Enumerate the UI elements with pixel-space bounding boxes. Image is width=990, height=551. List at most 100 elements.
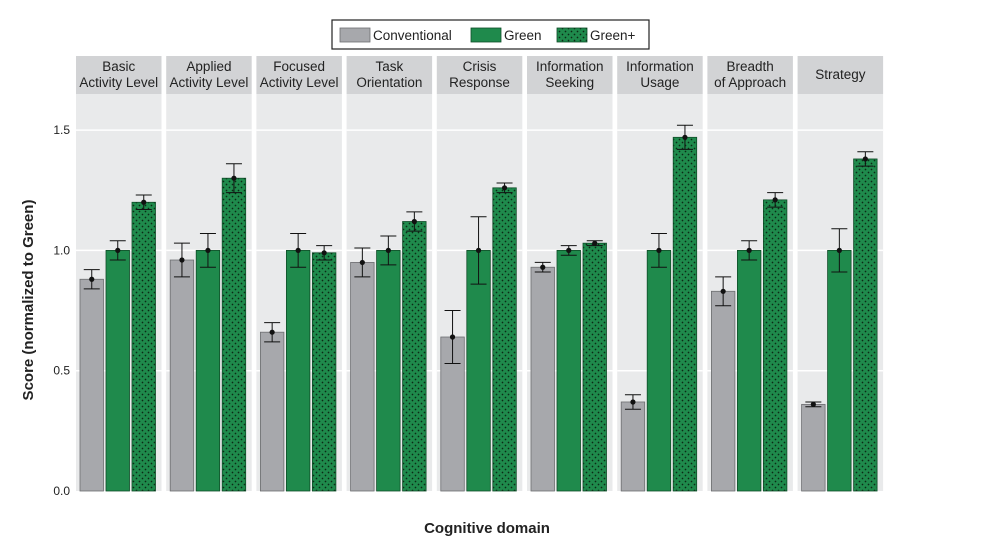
mean-point bbox=[231, 175, 237, 181]
panel-title-line: Activity Level bbox=[79, 75, 158, 90]
panel-title-line: Activity Level bbox=[260, 75, 339, 90]
panel-title-line: Applied bbox=[186, 59, 231, 74]
mean-point bbox=[656, 247, 662, 253]
bar bbox=[466, 249, 491, 492]
panel-title-line: Response bbox=[449, 75, 510, 90]
panel-title-line: Focused bbox=[273, 59, 325, 74]
mean-point bbox=[810, 401, 816, 407]
panel-title: Strategy bbox=[815, 67, 866, 82]
bar bbox=[169, 259, 195, 492]
bar bbox=[311, 252, 337, 492]
mean-point bbox=[89, 276, 95, 282]
legend: Conventional Green Green+ bbox=[331, 19, 650, 50]
bar bbox=[259, 331, 285, 492]
mean-point bbox=[269, 329, 275, 335]
legend-label: Green+ bbox=[590, 28, 636, 43]
panel-header bbox=[617, 56, 703, 94]
panel-header bbox=[707, 56, 793, 94]
mean-point bbox=[321, 250, 327, 256]
panel-title-line: Information bbox=[626, 59, 694, 74]
panel-title-line: Usage bbox=[640, 75, 679, 90]
panel-title-line: of Approach bbox=[714, 75, 786, 90]
mean-point bbox=[772, 197, 778, 203]
bar bbox=[105, 249, 130, 492]
panel-header bbox=[166, 56, 252, 94]
bar bbox=[827, 249, 852, 492]
y-tick-label: 0.5 bbox=[53, 364, 70, 378]
mean-point bbox=[501, 185, 508, 191]
panel-title-line: Seeking bbox=[545, 75, 594, 90]
bar bbox=[737, 249, 762, 492]
panel-title-line: Information bbox=[536, 59, 604, 74]
panel-title-line: Crisis bbox=[463, 59, 497, 74]
legend-label: Conventional bbox=[373, 28, 452, 43]
mean-point bbox=[295, 247, 301, 253]
mean-point bbox=[540, 264, 546, 270]
mean-point bbox=[836, 247, 842, 253]
bar bbox=[530, 266, 555, 492]
mean-point bbox=[746, 247, 752, 253]
bar bbox=[582, 242, 607, 492]
y-axis: 0.0 0.5 1.0 1.5 bbox=[53, 123, 70, 498]
mean-point bbox=[449, 334, 456, 340]
panel-title-line: Breadth bbox=[727, 59, 774, 74]
bar bbox=[195, 249, 221, 492]
panel-header bbox=[256, 56, 342, 94]
panel-title-line: Activity Level bbox=[170, 75, 249, 90]
bar bbox=[853, 158, 878, 492]
panel-header bbox=[797, 56, 884, 94]
bar bbox=[131, 201, 156, 492]
mean-point bbox=[566, 247, 572, 253]
bar bbox=[402, 221, 427, 492]
mean-point bbox=[411, 218, 417, 225]
mean-point bbox=[592, 240, 598, 246]
bar bbox=[492, 187, 517, 492]
panel-header bbox=[76, 56, 162, 94]
panel-title-line: Orientation bbox=[356, 75, 422, 90]
bar bbox=[376, 249, 401, 492]
mean-point bbox=[115, 247, 121, 253]
legend-label: Green bbox=[504, 28, 542, 43]
legend-swatch bbox=[556, 27, 588, 43]
bar bbox=[350, 262, 375, 492]
bar bbox=[221, 177, 247, 492]
panel-header bbox=[346, 56, 433, 94]
mean-point bbox=[630, 399, 636, 405]
mean-point bbox=[475, 247, 482, 253]
bar bbox=[763, 199, 788, 492]
mean-point bbox=[359, 259, 365, 266]
legend-swatch bbox=[470, 27, 502, 43]
bar bbox=[79, 278, 104, 492]
panel-header bbox=[436, 56, 523, 94]
y-axis-title: Score (normalized to Green) bbox=[20, 200, 37, 401]
bar bbox=[646, 249, 672, 492]
bar bbox=[672, 136, 698, 492]
x-axis-title: Cognitive domain bbox=[424, 520, 550, 537]
y-tick-label: 0.0 bbox=[53, 484, 70, 498]
legend-swatch bbox=[339, 27, 371, 43]
mean-point bbox=[862, 156, 868, 162]
bar bbox=[801, 403, 826, 492]
mean-point bbox=[205, 247, 211, 253]
panel-title-line: Task bbox=[375, 59, 403, 74]
bar bbox=[556, 249, 581, 492]
mean-point bbox=[141, 199, 147, 205]
panel-title-line: Basic bbox=[102, 59, 135, 74]
facet-panel: Strategy bbox=[797, 56, 884, 492]
panel-header bbox=[527, 56, 613, 94]
y-tick-label: 1.5 bbox=[53, 123, 70, 137]
mean-point bbox=[682, 134, 688, 140]
bar bbox=[285, 249, 311, 492]
bar bbox=[620, 401, 646, 492]
mean-point bbox=[179, 257, 185, 263]
mean-point bbox=[720, 288, 726, 294]
